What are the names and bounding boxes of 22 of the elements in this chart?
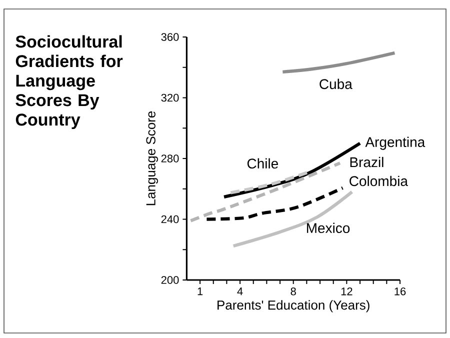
y-tick-label: 200 [161,276,179,284]
line-series [281,51,396,74]
y-axis-title: Language Score [146,111,158,206]
line-series [232,190,354,248]
x-tick-label: 12 [341,288,352,296]
text: Sociocultural Gradients for Language Scores By Country [16,35,123,130]
y-tick-label: 320 [161,94,179,102]
y-tick-label: 240 [161,215,179,224]
y-tick-label: 280 [161,154,179,162]
x-tick-label: 8 [290,288,296,296]
x-tick-label: 4 [237,288,243,296]
series-label: Brazil [350,156,384,168]
y-tick-label: 360 [161,33,179,41]
x-tick-label: 1 [198,288,203,296]
line-series [205,186,344,221]
series-label: Cuba [320,78,352,90]
series-label: Mexico [307,222,350,234]
series-label: Argentina [365,136,426,150]
series-label: Chile [247,158,278,169]
series-label: Colombia [350,176,408,186]
x-axis-title: Parents' Education (Years) [218,300,370,312]
x-tick-label: 16 [394,288,406,296]
